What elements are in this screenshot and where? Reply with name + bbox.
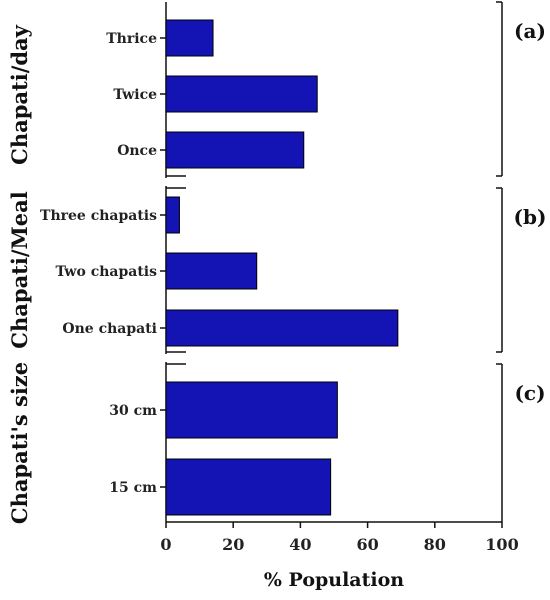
category-label: Twice <box>113 87 157 103</box>
panel-label: (a) <box>514 19 546 43</box>
x-axis-label: % Population <box>264 569 404 591</box>
bar[interactable] <box>165 19 214 57</box>
bar[interactable] <box>165 75 318 113</box>
x-tick-label: 100 <box>485 535 518 554</box>
panel-y-axis-label: Chapati's size <box>7 362 32 524</box>
panel-label: (b) <box>514 205 547 229</box>
category-label: 30 cm <box>109 403 157 419</box>
bar[interactable] <box>165 131 305 169</box>
x-tick-label: 80 <box>424 535 446 554</box>
bar[interactable] <box>165 309 399 347</box>
category-label: Thrice <box>106 31 157 47</box>
panel-y-axis-label: Chapati/Meal <box>7 191 32 348</box>
x-tick-label: 60 <box>356 535 378 554</box>
bar[interactable] <box>165 381 338 439</box>
bar[interactable] <box>165 196 180 234</box>
x-tick-label: 40 <box>289 535 311 554</box>
bar[interactable] <box>165 458 332 516</box>
x-tick-label: 0 <box>160 535 171 554</box>
panel-label: (c) <box>514 381 545 405</box>
category-label: Three chapatis <box>40 208 157 224</box>
category-label: 15 cm <box>109 480 157 496</box>
category-label: Two chapatis <box>56 264 158 280</box>
axis-break-gap <box>164 178 168 186</box>
panel-y-axis-label: Chapati/day <box>7 24 32 165</box>
category-label: Once <box>117 143 157 159</box>
x-tick-label: 20 <box>222 535 244 554</box>
axis-break-gap <box>164 354 168 362</box>
category-label: One chapati <box>62 321 157 337</box>
bar[interactable] <box>165 252 258 290</box>
